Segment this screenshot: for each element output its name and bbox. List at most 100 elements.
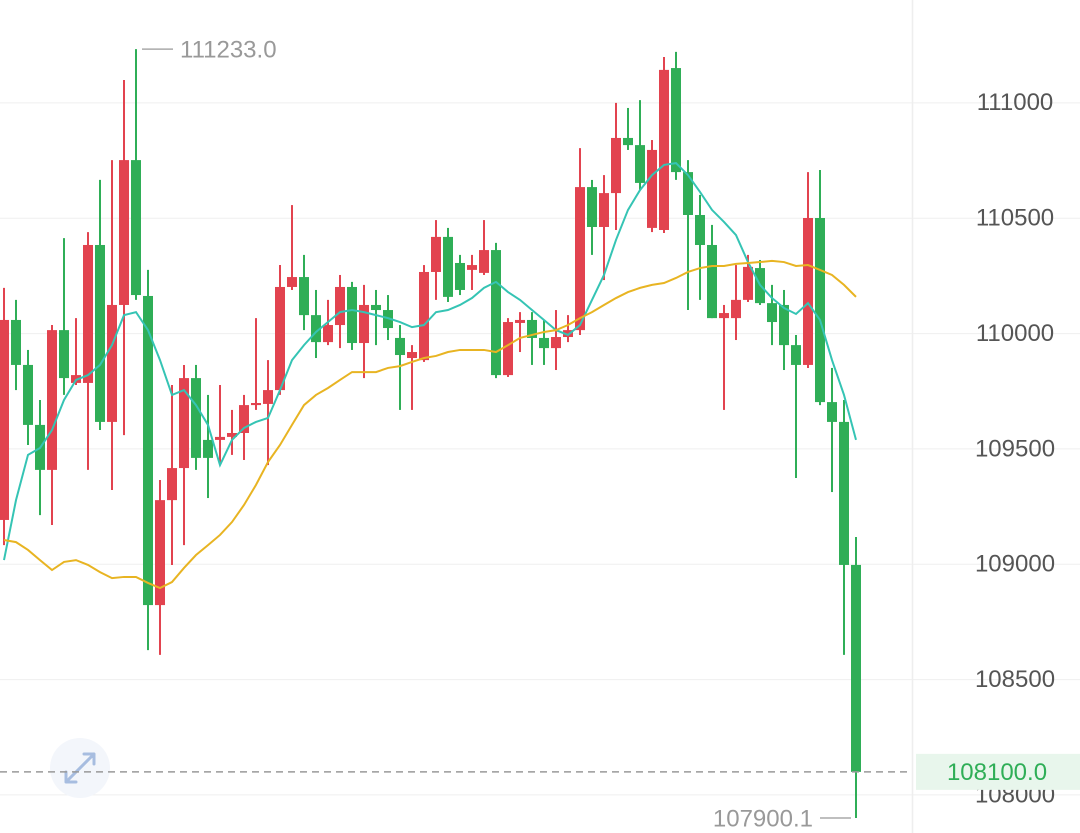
candle <box>455 254 465 296</box>
candle-body <box>47 330 57 470</box>
candle <box>371 289 381 346</box>
candle <box>167 385 177 565</box>
candle <box>623 107 633 150</box>
candle-body <box>671 68 681 173</box>
candle-body <box>95 244 105 422</box>
candle-body <box>119 160 129 305</box>
candle-body <box>635 145 645 183</box>
candle-body <box>839 421 849 565</box>
candle-body <box>371 304 381 311</box>
candle-body <box>143 295 153 606</box>
candle-body <box>59 330 69 379</box>
candle-body <box>707 244 717 319</box>
moving-average-line <box>3 162 857 561</box>
candle-body <box>719 313 729 319</box>
candle <box>707 224 717 319</box>
candle <box>287 205 297 290</box>
candle <box>491 242 501 379</box>
candle-body <box>587 187 597 227</box>
candle <box>143 269 153 651</box>
candle-body <box>0 319 9 520</box>
candle <box>467 254 477 290</box>
y-tick-label: 110500 <box>976 205 1054 232</box>
candle-body <box>623 137 633 146</box>
high-marker-label: 111233.0 <box>180 36 277 63</box>
candle-body <box>359 304 369 344</box>
candle-body <box>347 286 357 344</box>
expand-button[interactable] <box>50 738 110 798</box>
candle <box>431 220 441 300</box>
candle-body <box>287 277 297 287</box>
candle-body <box>683 172 693 215</box>
candle <box>731 265 741 341</box>
candle <box>11 299 21 391</box>
candle <box>107 160 117 490</box>
candle <box>395 325 405 410</box>
candle-body <box>851 564 861 772</box>
candle <box>191 364 201 470</box>
candle <box>539 319 549 365</box>
candle-body <box>107 304 117 422</box>
candle <box>647 140 657 233</box>
candle-body <box>299 277 309 316</box>
candle <box>203 394 213 499</box>
y-tick-label: 110000 <box>976 320 1054 347</box>
candle <box>791 334 801 478</box>
candle-body <box>599 193 609 227</box>
candle <box>407 345 417 410</box>
candle <box>83 232 93 470</box>
candle <box>359 284 369 379</box>
candle-body <box>443 236 453 297</box>
candle-body <box>815 217 825 403</box>
candle-body <box>503 322 513 376</box>
last-price-badge <box>916 753 1080 790</box>
candle-body <box>131 160 141 296</box>
candle-body <box>83 244 93 383</box>
candle <box>779 289 789 371</box>
y-tick-label: 109500 <box>975 435 1055 462</box>
moving-average-line <box>3 259 857 590</box>
candle-body <box>779 304 789 346</box>
candle <box>527 312 537 365</box>
candle <box>443 227 453 302</box>
candle <box>563 315 573 343</box>
candle-body <box>323 325 333 343</box>
candle <box>839 400 849 655</box>
candle-body <box>659 69 669 230</box>
candle-body <box>227 432 237 437</box>
candle-body <box>803 217 813 365</box>
candle-body <box>395 337 405 356</box>
candle-body <box>179 378 189 469</box>
candle <box>599 175 609 281</box>
candle <box>59 238 69 395</box>
candle <box>47 325 57 526</box>
candle <box>119 80 129 436</box>
candle-body <box>251 403 261 406</box>
expand-icon[interactable] <box>64 752 96 784</box>
candle <box>131 49 141 300</box>
candle-body <box>551 337 561 349</box>
candle <box>155 480 165 655</box>
candle-body <box>335 286 345 326</box>
candle <box>551 310 561 371</box>
candle-body <box>431 236 441 272</box>
candle-body <box>11 319 21 365</box>
candle <box>263 360 273 466</box>
candle <box>503 318 513 377</box>
candle <box>479 220 489 275</box>
candle <box>275 265 285 395</box>
candle <box>827 367 837 493</box>
candle-body <box>575 187 585 331</box>
candle-body <box>491 250 501 376</box>
candle-body <box>791 345 801 365</box>
low-marker-label: 107900.1 <box>713 805 813 832</box>
candle <box>659 56 669 233</box>
candle <box>587 179 597 255</box>
candle <box>0 287 9 546</box>
candle-body <box>311 315 321 343</box>
candle <box>215 385 225 466</box>
candle <box>95 179 105 430</box>
candle <box>803 172 813 368</box>
candle-body <box>419 271 429 361</box>
